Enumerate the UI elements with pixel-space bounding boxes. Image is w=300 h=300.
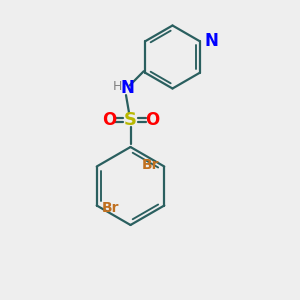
Text: S: S — [124, 111, 137, 129]
Text: N: N — [121, 79, 134, 97]
Text: Br: Br — [102, 201, 120, 215]
Text: H: H — [112, 80, 122, 93]
Text: N: N — [204, 32, 218, 50]
Text: O: O — [145, 111, 159, 129]
Text: Br: Br — [141, 158, 159, 172]
Text: O: O — [102, 111, 116, 129]
